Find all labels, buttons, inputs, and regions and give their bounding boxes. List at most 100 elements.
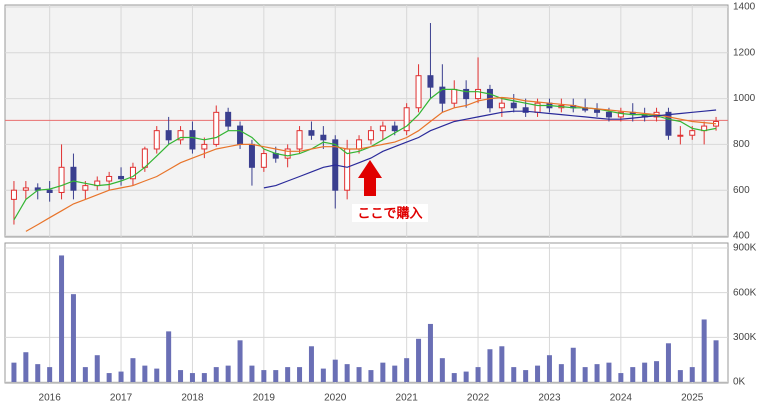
candle-body [367,130,374,141]
volume-bar [665,343,671,382]
volume-bar [475,367,481,382]
candle-body [106,175,113,182]
volume-bar [189,373,195,382]
y-tick-label: 600K [733,287,757,298]
volume-bar [594,364,600,382]
x-tick-label: 2021 [396,393,419,404]
candle-body [689,130,696,136]
candle-body [463,88,470,100]
x-tick-label: 2020 [324,393,347,404]
candle-body [403,107,410,132]
volume-bar [701,319,707,382]
volume-bar [582,367,588,382]
volume-bar [35,364,41,382]
volume-bar [166,331,172,382]
candle-body [510,102,517,109]
volume-bar [380,362,386,382]
candle-body [498,102,505,109]
y-tick-label: 400 [733,231,750,242]
volume-bar [225,365,231,382]
candle-body [605,111,612,118]
volume-bar [94,355,100,382]
volume-bar [630,367,636,382]
candle-body [260,153,267,168]
volume-bar [463,371,469,382]
volume-bar [285,367,291,382]
volume-bar [59,255,65,382]
volume-bar [273,370,279,382]
volume-bar [249,365,255,382]
volume-bar [511,367,517,382]
x-tick-label: 2022 [467,393,490,404]
candle-body [58,166,65,193]
candle-body [415,75,422,109]
candle-body [284,148,291,159]
volume-bar [523,370,529,382]
candle-body [82,185,89,191]
candle-body [213,111,220,145]
x-tick-label: 2023 [538,393,561,404]
candle-body [594,109,601,113]
volume-bar [130,358,136,382]
volume-bar [261,370,267,382]
candle-body [439,86,446,104]
y-tick-label: 1000 [733,93,756,104]
plot-layer: 400 600 800 1000 1200 1400 0K 300K 600K 900K 2016 2… [5,2,757,404]
volume-bar [439,358,445,382]
y-tick-label: 1400 [733,2,756,13]
candle-body [617,111,624,118]
price-panel [4,4,729,238]
candle-body [153,130,160,150]
volume-bar [356,367,362,382]
candle-body [451,88,458,104]
volume-bar [642,362,648,382]
volume-bar [654,361,660,382]
volume-bar [368,370,374,382]
volume-bar [47,367,53,382]
x-tick-label: 2016 [39,393,62,404]
candle-body [320,134,327,141]
candle-body [475,88,482,100]
volume-bar [487,349,493,382]
y-tick-label: 800 [733,139,750,150]
x-tick-label: 2024 [610,393,633,404]
volume-bar [570,347,576,382]
candle-body [22,187,29,191]
x-tick-label: 2017 [110,393,133,404]
candle-body [391,125,398,132]
candle-body [356,139,363,150]
candle-body [344,148,351,191]
x-tick-label: 2019 [253,393,276,404]
candle-body [129,166,136,180]
x-tick-label: 2025 [681,393,704,404]
annotation-bg [352,204,428,222]
candle-body [427,75,434,88]
candle-body [677,134,684,137]
candle-body [665,111,672,136]
y-tick-label: 1200 [733,47,756,58]
volume-bar [82,367,88,382]
candle-body [296,130,303,150]
volume-bar [70,294,76,382]
volume-bar [558,364,564,382]
volume-bar [118,371,124,382]
candle-body [379,125,386,132]
candle-body [165,130,172,141]
moving-average [263,109,717,189]
volume-bar [451,373,457,382]
y-tick-label: 300K [733,332,757,343]
volume-bar [237,340,243,382]
volume-bar [392,365,398,382]
candle-body [177,130,184,141]
volume-bar [677,370,683,382]
volume-bar [344,364,350,382]
moving-average [25,96,717,232]
candle-body [522,107,529,113]
volume-bar [308,346,314,382]
x-tick-label: 2018 [181,393,204,404]
volume-panel [4,242,729,384]
volume-bar [404,358,410,382]
volume-bar [154,368,160,382]
volume-bar [689,367,695,382]
